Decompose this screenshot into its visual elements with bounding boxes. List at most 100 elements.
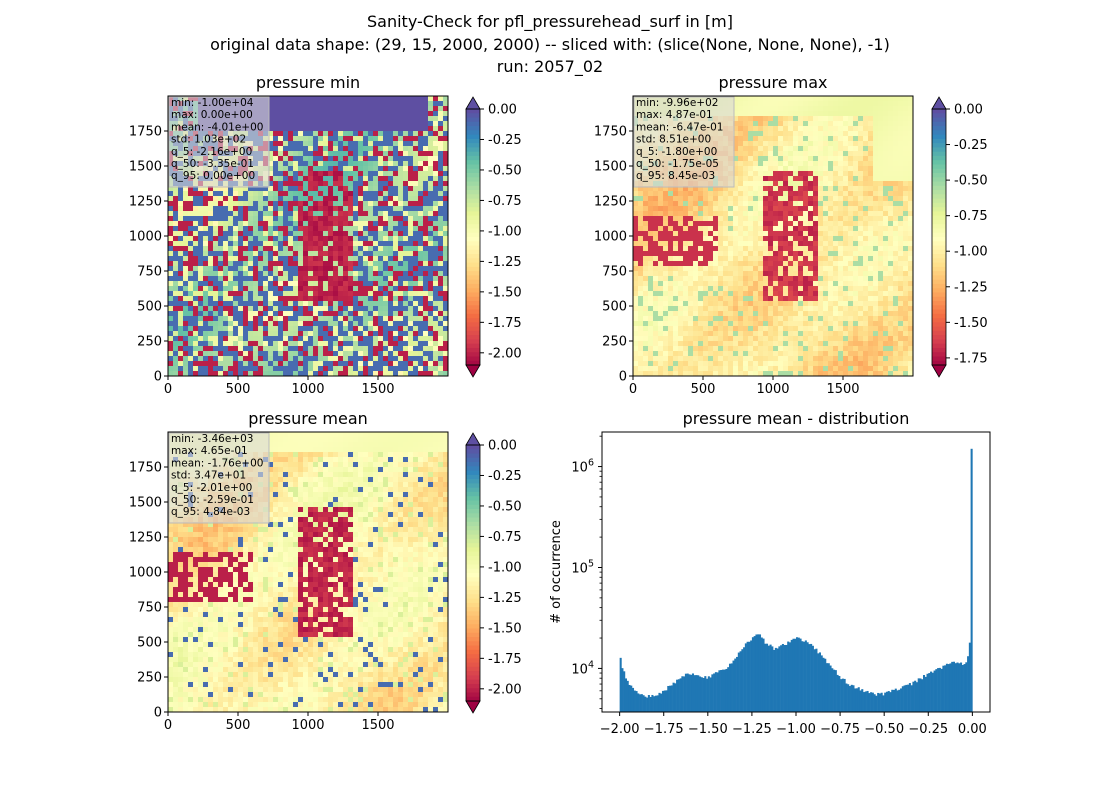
heatmap-cell [378,131,384,137]
heatmap-cell [253,341,259,347]
heatmap-cell [308,261,314,267]
heatmap-cell [823,136,829,142]
heatmap-cell [233,356,239,362]
heatmap-cell [658,206,664,212]
heatmap-cell [308,276,314,282]
heatmap-cell [363,236,369,242]
heatmap-cell [178,281,184,287]
heatmap-cell [233,206,239,212]
heatmap-cell [313,201,319,207]
heatmap-cell [373,221,379,227]
heatmap-cell [743,166,749,172]
heatmap-cell [403,201,409,207]
heatmap-cell [208,316,214,322]
heatmap-cell [633,251,639,257]
heatmap-cell [283,126,289,132]
heatmap-cell [298,301,304,307]
heatmap-cell [883,101,889,107]
heatmap-cell [303,321,309,327]
heatmap-cell [193,371,199,377]
heatmap-cell [243,206,249,212]
heatmap-cell [248,281,254,287]
heatmap-cell [403,131,409,137]
heatmap-cell [308,356,314,362]
heatmap-cell [818,151,824,157]
heatmap-cell [183,256,189,262]
heatmap-cell [388,341,394,347]
heatmap-cell [843,181,849,187]
heatmap-cell [768,186,774,192]
heatmap-cell [748,236,754,242]
heatmap-cell [783,241,789,247]
heatmap-cell [833,126,839,132]
heatmap-cell [698,186,704,192]
heatmap-cell [238,261,244,267]
heatmap-cell [333,236,339,242]
heatmap-cell [398,351,404,357]
heatmap-cell [398,301,404,307]
heatmap-cell [363,356,369,362]
heatmap-cell [248,266,254,272]
heatmap-cell [308,321,314,327]
colorbar-band [466,237,480,242]
heatmap-cell [263,306,269,312]
heatmap-cell [308,181,314,187]
heatmap-cell [208,251,214,257]
heatmap-cell [433,141,439,147]
stats-line: std: 1.03e+02 [171,134,246,146]
heatmap-cell [388,361,394,367]
heatmap-cell [888,226,894,232]
heatmap-cell [268,266,274,272]
heatmap-cell [228,356,234,362]
heatmap-cell [218,251,224,257]
heatmap-cell [268,281,274,287]
heatmap-cell [638,241,644,247]
heatmap-cell [758,136,764,142]
heatmap-cell [283,116,289,122]
heatmap-cell [323,201,329,207]
heatmap-cell [423,211,429,217]
heatmap-cell [373,326,379,332]
heatmap-cell [268,296,274,302]
heatmap-cell [843,211,849,217]
heatmap-cell [798,166,804,172]
heatmap-cell [243,336,249,342]
heatmap-cell [248,241,254,247]
heatmap-cell [193,286,199,292]
heatmap-cell [373,301,379,307]
heatmap-cell [283,306,289,312]
heatmap-cell [283,301,289,307]
heatmap-cell [273,236,279,242]
heatmap-cell [268,226,274,232]
heatmap-cell [413,121,419,127]
heatmap-cell [393,266,399,272]
heatmap-cell [803,216,809,222]
heatmap-cell [888,96,894,102]
heatmap-cell [168,236,174,242]
heatmap-cell [193,356,199,362]
heatmap-cell [433,316,439,322]
heatmap-cell [398,156,404,162]
heatmap-cell [843,156,849,162]
heatmap-cell [218,341,224,347]
heatmap-cell [293,111,299,117]
heatmap-cell [433,306,439,312]
heatmap-cell [333,196,339,202]
heatmap-cell [363,276,369,282]
heatmap-cell [403,361,409,367]
heatmap-cell [813,241,819,247]
heatmap-cell [378,236,384,242]
heatmap-cell [373,206,379,212]
heatmap-cell [213,321,219,327]
stats-line: q_50: -3.35e-01 [171,158,254,170]
heatmap-cell [908,201,914,207]
heatmap-cell [778,216,784,222]
heatmap-cell [893,161,899,167]
heatmap-cell [208,271,214,277]
heatmap-cell [193,226,199,232]
heatmap-cell [323,261,329,267]
heatmap-cell [183,271,189,277]
heatmap-cell [298,196,304,202]
heatmap-cell [813,216,819,222]
heatmap-cell [273,96,279,102]
